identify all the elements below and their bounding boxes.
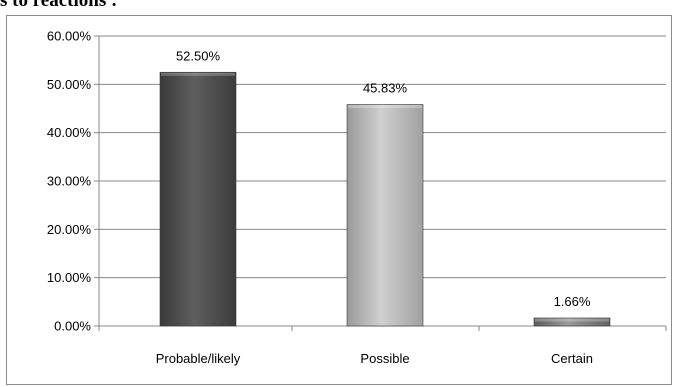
x-category-label: Probable/likely <box>156 351 241 366</box>
x-category-label: Certain <box>551 351 593 366</box>
y-tick-label: 20.00% <box>47 222 92 237</box>
data-label: 1.66% <box>554 294 591 309</box>
bar-highlight <box>348 104 422 108</box>
y-tick-label: 60.00% <box>47 29 92 44</box>
y-tick-label: 50.00% <box>47 77 92 92</box>
bar-highlight <box>535 318 609 322</box>
data-label: 45.83% <box>363 80 408 95</box>
bar <box>533 317 611 327</box>
chart-frame <box>6 15 672 385</box>
chart-heading-fragment: s to reactions : <box>0 0 118 11</box>
y-tick-label: 30.00% <box>47 174 92 189</box>
x-category-label: Possible <box>360 351 409 366</box>
bar <box>346 104 424 327</box>
bars <box>159 71 611 327</box>
data-label: 52.50% <box>176 48 221 63</box>
labels: 0.00% 10.00% 20.00% 30.00% 40.00% 50.00% 60.00… <box>47 29 593 367</box>
y-tick-label: 40.00% <box>47 125 92 140</box>
y-tick-label: 10.00% <box>47 270 92 285</box>
y-tick-label: 0.00% <box>54 319 91 334</box>
bar-highlight <box>161 72 235 76</box>
bar <box>159 71 237 327</box>
